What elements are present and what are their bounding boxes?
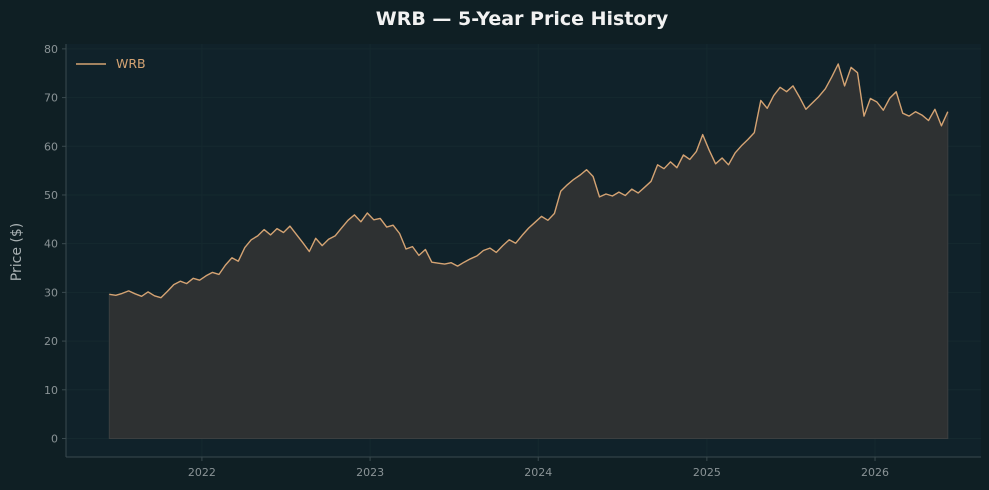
y-tick-label: 40 [44, 238, 58, 251]
x-tick-label: 2025 [693, 466, 721, 479]
y-tick-label: 20 [44, 335, 58, 348]
y-tick-label: 70 [44, 92, 58, 105]
y-tick-label: 60 [44, 140, 58, 153]
legend-label: WRB [116, 56, 146, 71]
y-tick-label: 10 [44, 384, 58, 397]
x-tick-label: 2026 [861, 466, 889, 479]
y-tick-label: 80 [44, 43, 58, 56]
price-area [108, 62, 949, 439]
x-tick-label: 2022 [188, 466, 216, 479]
axes [65, 44, 981, 458]
y-axis-label: Price ($) [9, 223, 25, 281]
legend: WRB [76, 56, 146, 71]
y-tick-label: 50 [44, 189, 58, 202]
series-line-wrb [109, 63, 949, 299]
x-tick-label: 2023 [356, 466, 384, 479]
x-tick-label: 2024 [524, 466, 552, 479]
x-ticks: 2022 2023 2024 2025 2026 [188, 457, 889, 479]
y-tick-label: 0 [51, 432, 58, 445]
y-tick-label: 30 [44, 286, 58, 299]
chart-title: WRB — 5-Year Price History [376, 8, 669, 30]
y-ticks: 0 10 20 30 40 50 60 70 80 [44, 43, 66, 445]
